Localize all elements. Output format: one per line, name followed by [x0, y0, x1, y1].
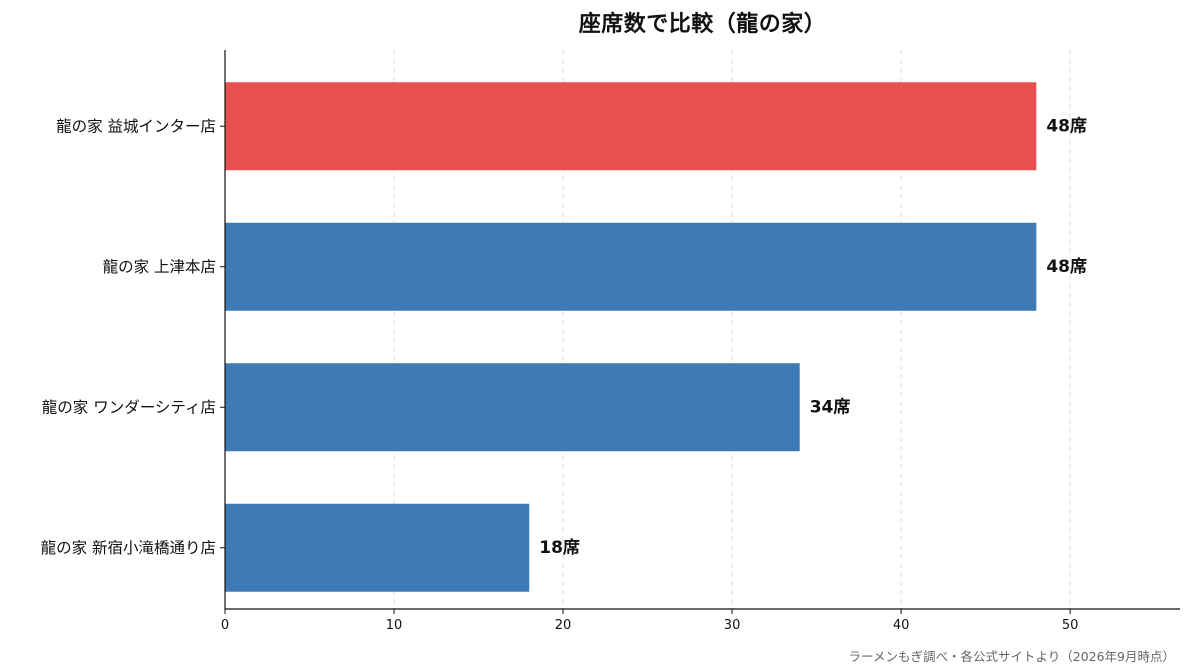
x-tick-label-10: 10 [386, 618, 403, 633]
bar-2 [225, 363, 800, 452]
value-label-3: 18席 [539, 537, 580, 558]
x-tick-label-40: 40 [893, 618, 910, 633]
x-tick-label-0: 0 [221, 618, 229, 633]
source-note: ラーメンもぎ調べ・各公式サイトより（2026年9月時点） [848, 649, 1175, 664]
value-label-2: 34席 [810, 396, 851, 417]
category-label-3: 龍の家 新宿小滝橋通り店 [41, 539, 216, 557]
category-label-1: 龍の家 上津本店 [103, 258, 216, 276]
chart-title: 座席数で比較（龍の家） [578, 12, 827, 37]
bar-0 [225, 82, 1037, 171]
category-label-0: 龍の家 益城インター店 [56, 117, 216, 135]
category-label-2: 龍の家 ワンダーシティ店 [42, 398, 216, 416]
bar-1 [225, 222, 1037, 311]
bar-3 [225, 503, 530, 592]
x-tick-label-30: 30 [724, 618, 741, 633]
value-label-0: 48席 [1046, 115, 1087, 136]
x-tick-label-20: 20 [555, 618, 572, 633]
value-label-1: 48席 [1046, 256, 1087, 277]
x-tick-label-50: 50 [1062, 618, 1079, 633]
